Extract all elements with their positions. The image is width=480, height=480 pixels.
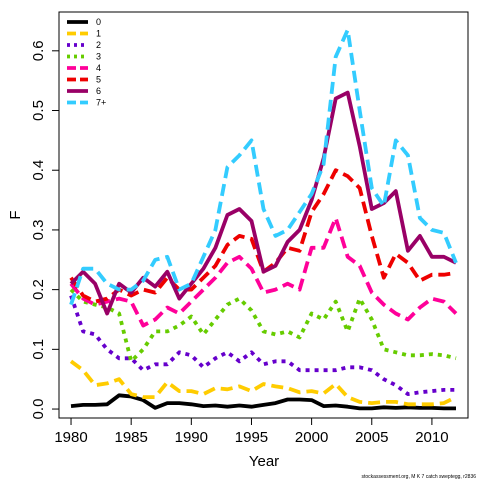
y-axis: 0.0 0.1 0.2 0.3 0.4 0.5 0.6 [30,40,59,419]
series-line-age-4 [69,216,458,328]
legend-item-age-6: 6 [67,86,101,96]
y-tick-label: 0.6 [30,40,47,61]
y-tick-label: 0.5 [30,100,47,121]
legend-item-age-0: 0 [67,17,101,27]
x-tick-label: 2005 [355,429,388,446]
legend-label: 2 [96,40,101,50]
series-line-age-1 [69,359,457,407]
x-tick-label: 1990 [175,429,208,446]
x-tick-label: 2000 [295,429,328,446]
y-tick-label: 0.3 [30,219,47,240]
y-tick-label: 0.2 [30,279,47,300]
legend-label: 0 [96,17,101,27]
legend-item-age-2: 2 [67,40,101,50]
legend-item-age-5: 5 [67,75,101,85]
x-tick-label: 1995 [235,429,268,446]
legend-label: 1 [96,29,101,39]
legend-item-age-3: 3 [67,52,101,62]
x-tick-label: 1980 [54,429,87,446]
x-tick-label: 1985 [114,429,147,446]
legend-item-age-1: 1 [67,29,101,39]
series-line-age-0 [70,393,456,411]
series-line-age-3 [69,288,457,364]
x-tick-label: 2010 [415,429,448,446]
y-axis-label: F [7,210,24,219]
x-axis: 1980 1985 1990 1995 2000 2005 2010 [54,418,449,446]
series-line-age-2 [69,294,456,397]
legend-label: 6 [96,86,101,96]
series-line-age-7plus [69,27,458,306]
legend-label: 7+ [96,98,106,108]
legend-label: 5 [96,75,101,85]
legend-item-age-4: 4 [67,63,101,73]
x-axis-label: Year [249,453,279,470]
legend-label: 4 [96,63,101,73]
legend: 0 12 34 56 7+ [67,17,106,108]
y-tick-label: 0.1 [30,339,47,360]
legend-label: 3 [96,52,101,62]
series-layer [69,27,458,411]
credit-text: stockassessment.org, M K 7 catch swepteg… [362,474,477,480]
plot-frame [58,11,469,419]
legend-item-age-7plus: 7+ [67,98,106,108]
y-tick-label: 0.0 [30,399,47,420]
y-tick-label: 0.4 [30,160,47,181]
